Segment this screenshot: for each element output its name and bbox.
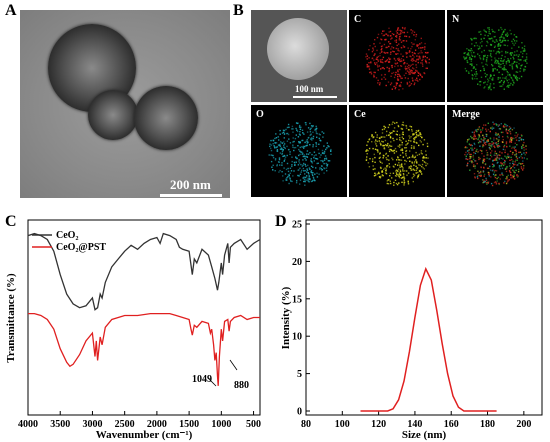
- tem-scale-label: 200 nm: [170, 177, 211, 192]
- haadf-scale-bar: [293, 96, 337, 98]
- ftir-x-tick-label: 2500: [115, 419, 135, 430]
- ftir-chart: 4000 3500 3000 2500 2000 1500 1000 500 CeO₂ CeO…: [5, 219, 261, 441]
- ftir-series-ceo2: [27, 232, 261, 311]
- ftir-x-tick-label: 1000: [211, 419, 231, 430]
- annotation-1049: 1049: [192, 374, 212, 385]
- legend-label-ceo2: CeO₂: [56, 230, 78, 241]
- map-tile-label: C: [354, 14, 362, 25]
- ftir-x-tick-label: 3500: [50, 419, 70, 430]
- map-tile-n: N: [447, 10, 543, 102]
- ftir-series-ceo2-pst: [28, 312, 260, 386]
- panel-c-letter: C: [5, 213, 17, 230]
- dls-plot-frame: [305, 219, 543, 416]
- dls-y-tick-label: 5: [297, 369, 302, 380]
- annotation-arrow-1049: [207, 377, 217, 387]
- dls-x-tick-label: 140: [407, 419, 422, 430]
- map-tile-haadf: 100 nm: [251, 10, 347, 102]
- ftir-x-tick-label: 2000: [147, 419, 167, 430]
- nanoparticle-sphere: [88, 90, 138, 140]
- ftir-x-tick-label: 4000: [18, 419, 38, 430]
- tem-image: 200 nm: [20, 10, 230, 198]
- map-tile-label: N: [452, 14, 460, 25]
- haadf-particle: [267, 18, 329, 80]
- dls-x-tick-label: 160: [444, 419, 459, 430]
- dls-x-tick-label: 200: [516, 419, 531, 430]
- ftir-y-axis-title: Transmittance (%): [5, 273, 17, 363]
- dls-x-tick-label: 180: [480, 419, 495, 430]
- dls-y-tick-label: 15: [292, 294, 302, 305]
- element-dot-cloud: [463, 26, 528, 91]
- map-tile-c: C: [349, 10, 445, 102]
- dls-y-axis-title: Intensity (%): [280, 286, 292, 349]
- dls-chart: 80 100 120 140 160 180 200 0 5 10 15 20 25 Size (nm)…: [280, 219, 543, 441]
- element-dot-cloud: [268, 122, 332, 186]
- dls-y-tick-label: 20: [292, 257, 302, 268]
- ftir-x-tick-label: 3000: [82, 419, 102, 430]
- panel-a-letter: A: [5, 2, 17, 19]
- tem-scale-bar: [160, 194, 222, 197]
- dls-x-tick-label: 100: [335, 419, 350, 430]
- element-dot-cloud: [464, 121, 528, 187]
- dls-y-tick-label: 25: [292, 220, 302, 231]
- map-tile-o: O: [251, 105, 347, 197]
- haadf-scale-label: 100 nm: [295, 84, 324, 94]
- dls-y-tick-label: 0: [297, 407, 302, 418]
- ftir-x-axis-title: Wavenumber (cm⁻¹): [96, 429, 193, 441]
- ftir-x-tick-label: 1500: [179, 419, 199, 430]
- element-dot-cloud: [365, 121, 429, 186]
- nanoparticle-sphere: [134, 86, 198, 150]
- map-tile-merge: Merge: [447, 105, 543, 197]
- legend-label-ceo2-pst: CeO₂@PST: [56, 242, 106, 253]
- element-dot-cloud: [365, 26, 430, 91]
- dls-x-axis-title: Size (nm): [402, 429, 447, 441]
- map-tile-label: Merge: [452, 109, 480, 120]
- map-tile-ce: Ce: [349, 105, 445, 197]
- dls-x-tick-label: 120: [371, 419, 386, 430]
- dls-size-distribution-line: [360, 266, 497, 412]
- ftir-x-tick-label: 500: [246, 419, 261, 430]
- annotation-arrow-880: [229, 359, 238, 371]
- map-tile-label: Ce: [354, 109, 366, 120]
- annotation-880: 880: [234, 380, 249, 391]
- panel-d-letter: D: [275, 213, 287, 230]
- dls-y-tick-label: 10: [292, 332, 302, 343]
- panel-b-letter: B: [233, 2, 244, 19]
- dls-x-tick-label: 80: [301, 419, 311, 430]
- map-tile-label: O: [256, 109, 264, 120]
